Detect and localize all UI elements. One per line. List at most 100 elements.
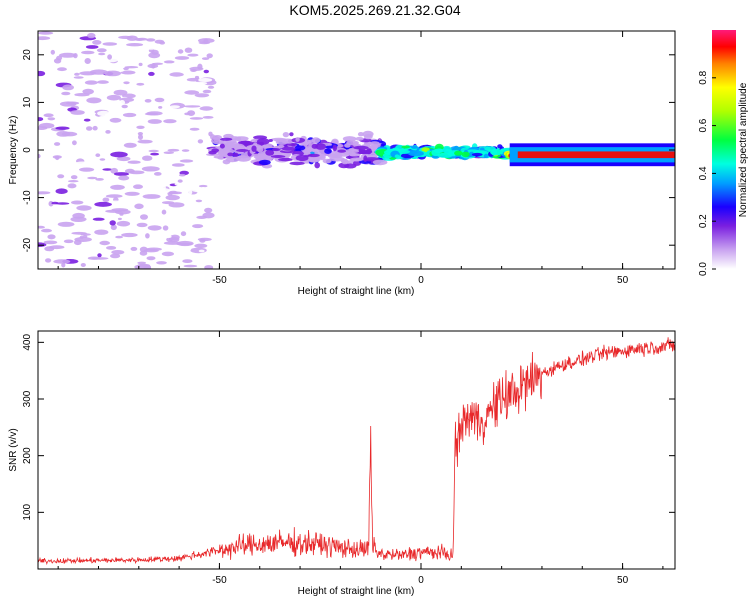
spectrogram-xtick-label: 0 <box>418 275 424 286</box>
spectrogram-blob <box>110 151 128 158</box>
spectrogram-blob <box>41 140 46 144</box>
spectrogram-blob <box>115 235 123 239</box>
spectrogram-blob <box>182 259 193 263</box>
spectrogram-blob <box>232 152 239 157</box>
spectrogram-blob <box>332 144 338 152</box>
spectrogram-blob <box>142 107 158 112</box>
spectrogram-blob <box>159 41 166 45</box>
spectrogram-panel: -50 0 50 -20 -10 0 10 20 Height of straight lin… <box>8 30 676 297</box>
spectrogram-blob <box>181 149 190 152</box>
spectrogram-blob <box>111 208 129 212</box>
spectrogram-blob <box>106 246 117 250</box>
spectrogram-blob <box>346 140 359 146</box>
spectrogram-blob <box>99 115 114 119</box>
spectrogram-blob <box>353 145 369 150</box>
spectrogram-blob <box>195 34 206 39</box>
spectrogram-blob <box>219 143 225 149</box>
spectrogram-blob <box>118 68 125 72</box>
spectrogram-blob <box>110 167 118 174</box>
spectrogram-blob <box>341 159 349 165</box>
snr-xtick-label: -50 <box>212 575 227 586</box>
spectrogram-blob <box>168 190 179 195</box>
colorbar: 0.0 0.2 0.4 0.6 0.8 Normalized spectral ampl… <box>698 30 749 276</box>
snr-ytick-label: 100 <box>22 504 33 521</box>
colorbar-gradient <box>712 30 736 269</box>
spectrogram-blob <box>74 72 80 76</box>
spectrogram-blob <box>113 89 128 96</box>
spectrogram-blob <box>188 218 196 224</box>
spectrogram-blob <box>38 70 46 77</box>
spectrogram-blob <box>201 57 210 60</box>
spectrogram-blob <box>47 234 56 240</box>
spectrogram-blob <box>188 153 199 159</box>
spectrogram-blob <box>282 132 290 138</box>
spectrogram-blob <box>134 203 144 210</box>
snr-series-line <box>38 337 675 566</box>
spectrogram-blob <box>110 184 125 190</box>
spectrogram-blob <box>147 119 162 124</box>
spectrogram-blob <box>281 146 296 151</box>
spectrogram-blob <box>158 106 163 109</box>
spectrogram-blob <box>38 31 54 35</box>
figure-title: KOM5.2025.269.21.32.G04 <box>289 2 461 18</box>
spectrogram-blob <box>87 32 96 39</box>
spectrogram-blob <box>119 100 125 105</box>
spectrogram-blob <box>96 48 107 53</box>
spectrogram-blob <box>257 138 270 145</box>
spectrogram-blob <box>73 53 78 59</box>
spectrogram-blob <box>355 136 364 141</box>
spectrogram-blob <box>144 51 149 56</box>
spectrogram-blob <box>54 142 61 146</box>
colorbar-label: Normalized spectral amplitude <box>738 82 749 217</box>
spectrogram-blob <box>349 157 364 162</box>
spectrogram-blob <box>70 110 85 115</box>
spectrogram-blob <box>186 202 197 207</box>
spectrogram-blob <box>136 222 148 228</box>
spectrogram-blob <box>169 105 180 109</box>
snr-panel: -50 0 50 100 200 300 400 Height of straight li… <box>8 330 676 597</box>
spectrogram-blob <box>479 147 485 152</box>
spectrogram-blob <box>357 132 364 137</box>
snr-ytick-label: 200 <box>22 447 33 464</box>
spectrogram-blob <box>112 126 124 132</box>
spectrogram-blob <box>140 214 148 220</box>
spectrogram-blob <box>122 112 137 118</box>
spectrogram-blob <box>154 97 165 103</box>
spectrogram-blob <box>366 148 372 155</box>
spectrogram-blob <box>40 51 52 58</box>
spectrogram-blob <box>154 172 162 176</box>
spectrogram-blob <box>197 139 204 144</box>
snr-xtick-label: 0 <box>418 575 424 586</box>
spectrogram-blob <box>184 105 201 108</box>
spectrogram-blob <box>147 63 159 69</box>
spectrogram-blob <box>70 175 78 180</box>
spectrogram-blob <box>148 149 159 153</box>
spectrogram-blob <box>137 139 153 144</box>
spectrogram-blob <box>68 180 79 183</box>
spectrogram-blob <box>128 170 145 175</box>
spectrogram-blob <box>162 225 169 231</box>
spectrogram-blob <box>109 117 122 123</box>
spectrogram-blob <box>144 112 159 116</box>
spectrogram-blob <box>91 257 109 260</box>
spectrogram-xlabel: Height of straight line (km) <box>298 286 415 297</box>
spectrogram-blob <box>348 152 357 157</box>
spectrogram-blob <box>454 150 463 156</box>
spectrogram-blob <box>113 172 130 176</box>
spectrogram-blob <box>38 225 45 229</box>
spectrogram-blob <box>71 200 84 205</box>
spectrogram-blob <box>337 149 347 153</box>
spectrogram-blob <box>92 40 102 45</box>
spectrogram-blob <box>147 225 162 231</box>
spectrogram-blob <box>194 202 199 206</box>
snr-ytick-label: 400 <box>22 334 33 351</box>
spectrogram-blob <box>85 45 99 49</box>
spectrogram-blob <box>102 42 118 46</box>
spectrogram-blob <box>265 149 275 156</box>
spectrogram-blob <box>86 126 93 131</box>
spectrogram-blob <box>194 243 208 248</box>
spectrogram-blob <box>471 152 483 157</box>
spectrogram-blob <box>57 221 75 227</box>
spectrogram-blob <box>195 199 203 203</box>
spectrogram-blob <box>86 97 102 104</box>
